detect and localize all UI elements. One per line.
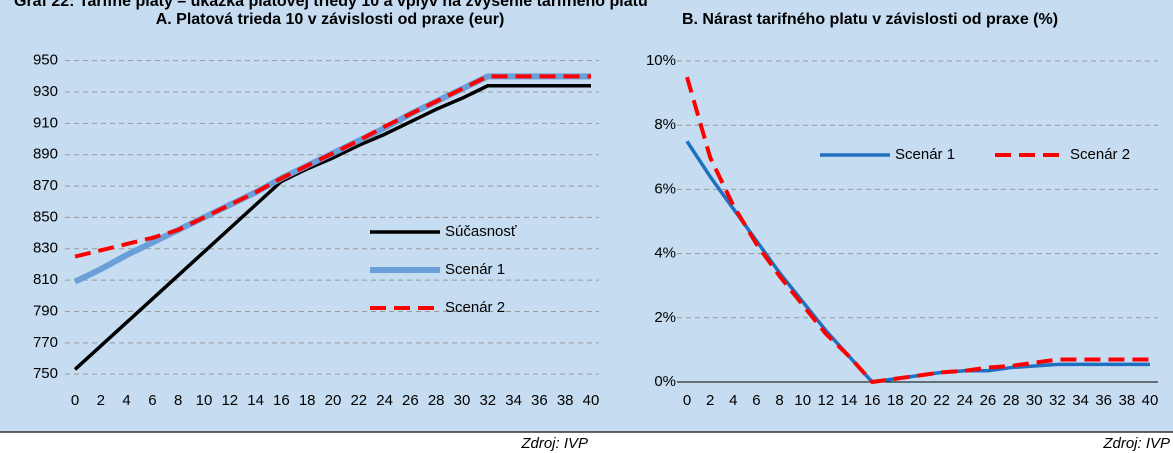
x-tick-label: 34	[505, 392, 522, 409]
x-tick-label: 6	[148, 392, 156, 409]
y-tick-label: 750	[33, 365, 58, 382]
y-tick-label: 8%	[654, 116, 676, 133]
series-line	[73, 84, 591, 371]
y-tick-label: 770	[33, 334, 58, 351]
x-tick-label: 16	[864, 392, 881, 409]
x-tick-label: 36	[1095, 392, 1112, 409]
y-tick-label: 810	[33, 271, 58, 288]
x-tick-label: 10	[196, 392, 213, 409]
x-tick-label: 14	[247, 392, 264, 409]
x-tick-label: 0	[71, 392, 79, 409]
x-tick-label: 6	[752, 392, 760, 409]
chart-title: B. Nárast tarifného platu v závislosti o…	[682, 11, 1058, 28]
y-tick-label: 10%	[646, 52, 676, 69]
x-tick-label: 26	[402, 392, 419, 409]
x-tick-label: 18	[887, 392, 904, 409]
legend-label: Scenár 2	[445, 299, 505, 316]
source: Zdroj: IVP	[520, 435, 588, 452]
x-tick-label: 38	[1119, 392, 1136, 409]
y-tick-label: 2%	[654, 309, 676, 326]
x-tick-label: 16	[273, 392, 290, 409]
x-tick-label: 10	[794, 392, 811, 409]
x-tick-label: 38	[557, 392, 574, 409]
x-tick-label: 20	[910, 392, 927, 409]
x-tick-label: 12	[818, 392, 835, 409]
y-tick-label: 950	[33, 52, 58, 69]
y-tick-label: 4%	[654, 245, 676, 262]
x-tick-label: 12	[221, 392, 238, 409]
y-tick-label: 870	[33, 177, 58, 194]
x-tick-label: 30	[1026, 392, 1043, 409]
series-line	[685, 76, 1150, 384]
legend-label: Scenár 1	[445, 261, 505, 278]
x-tick-label: 2	[706, 392, 714, 409]
y-tick-label: 910	[33, 114, 58, 131]
x-tick-label: 8	[775, 392, 783, 409]
legend-label: Scenár 2	[1070, 146, 1130, 163]
x-tick-label: 8	[174, 392, 182, 409]
x-tick-label: 28	[428, 392, 445, 409]
x-tick-label: 30	[454, 392, 471, 409]
series-line	[74, 74, 591, 259]
y-tick-label: 890	[33, 146, 58, 163]
background	[0, 0, 1173, 432]
x-tick-label: 28	[1003, 392, 1020, 409]
y-tick-label: 850	[33, 208, 58, 225]
x-tick-label: 36	[531, 392, 548, 409]
legend-label: Súčasnosť	[445, 223, 517, 240]
y-tick-label: 790	[33, 302, 58, 319]
source: Zdroj: IVP	[1102, 435, 1170, 452]
x-tick-label: 2	[97, 392, 105, 409]
y-tick-label: 0%	[654, 373, 676, 390]
x-tick-label: 20	[325, 392, 342, 409]
x-tick-label: 18	[299, 392, 316, 409]
x-tick-label: 26	[980, 392, 997, 409]
legend-label: Scenár 1	[895, 146, 955, 163]
y-tick-label: 930	[33, 83, 58, 100]
x-tick-label: 14	[841, 392, 858, 409]
figure-title: Graf 22: Tarifné platy – ukážka platovej…	[14, 0, 648, 10]
x-tick-label: 40	[583, 392, 600, 409]
y-tick-label: 6%	[654, 180, 676, 197]
chart-title: A. Platová trieda 10 v závislosti od pra…	[156, 11, 505, 28]
x-tick-label: 32	[1049, 392, 1066, 409]
x-tick-label: 4	[122, 392, 130, 409]
x-tick-label: 34	[1072, 392, 1089, 409]
x-tick-label: 0	[683, 392, 691, 409]
x-tick-label: 4	[729, 392, 737, 409]
y-tick-label: 830	[33, 240, 58, 257]
x-tick-label: 22	[933, 392, 950, 409]
x-tick-label: 24	[376, 392, 393, 409]
x-tick-label: 22	[350, 392, 367, 409]
x-tick-label: 24	[956, 392, 973, 409]
x-tick-label: 40	[1142, 392, 1159, 409]
x-tick-label: 32	[479, 392, 496, 409]
